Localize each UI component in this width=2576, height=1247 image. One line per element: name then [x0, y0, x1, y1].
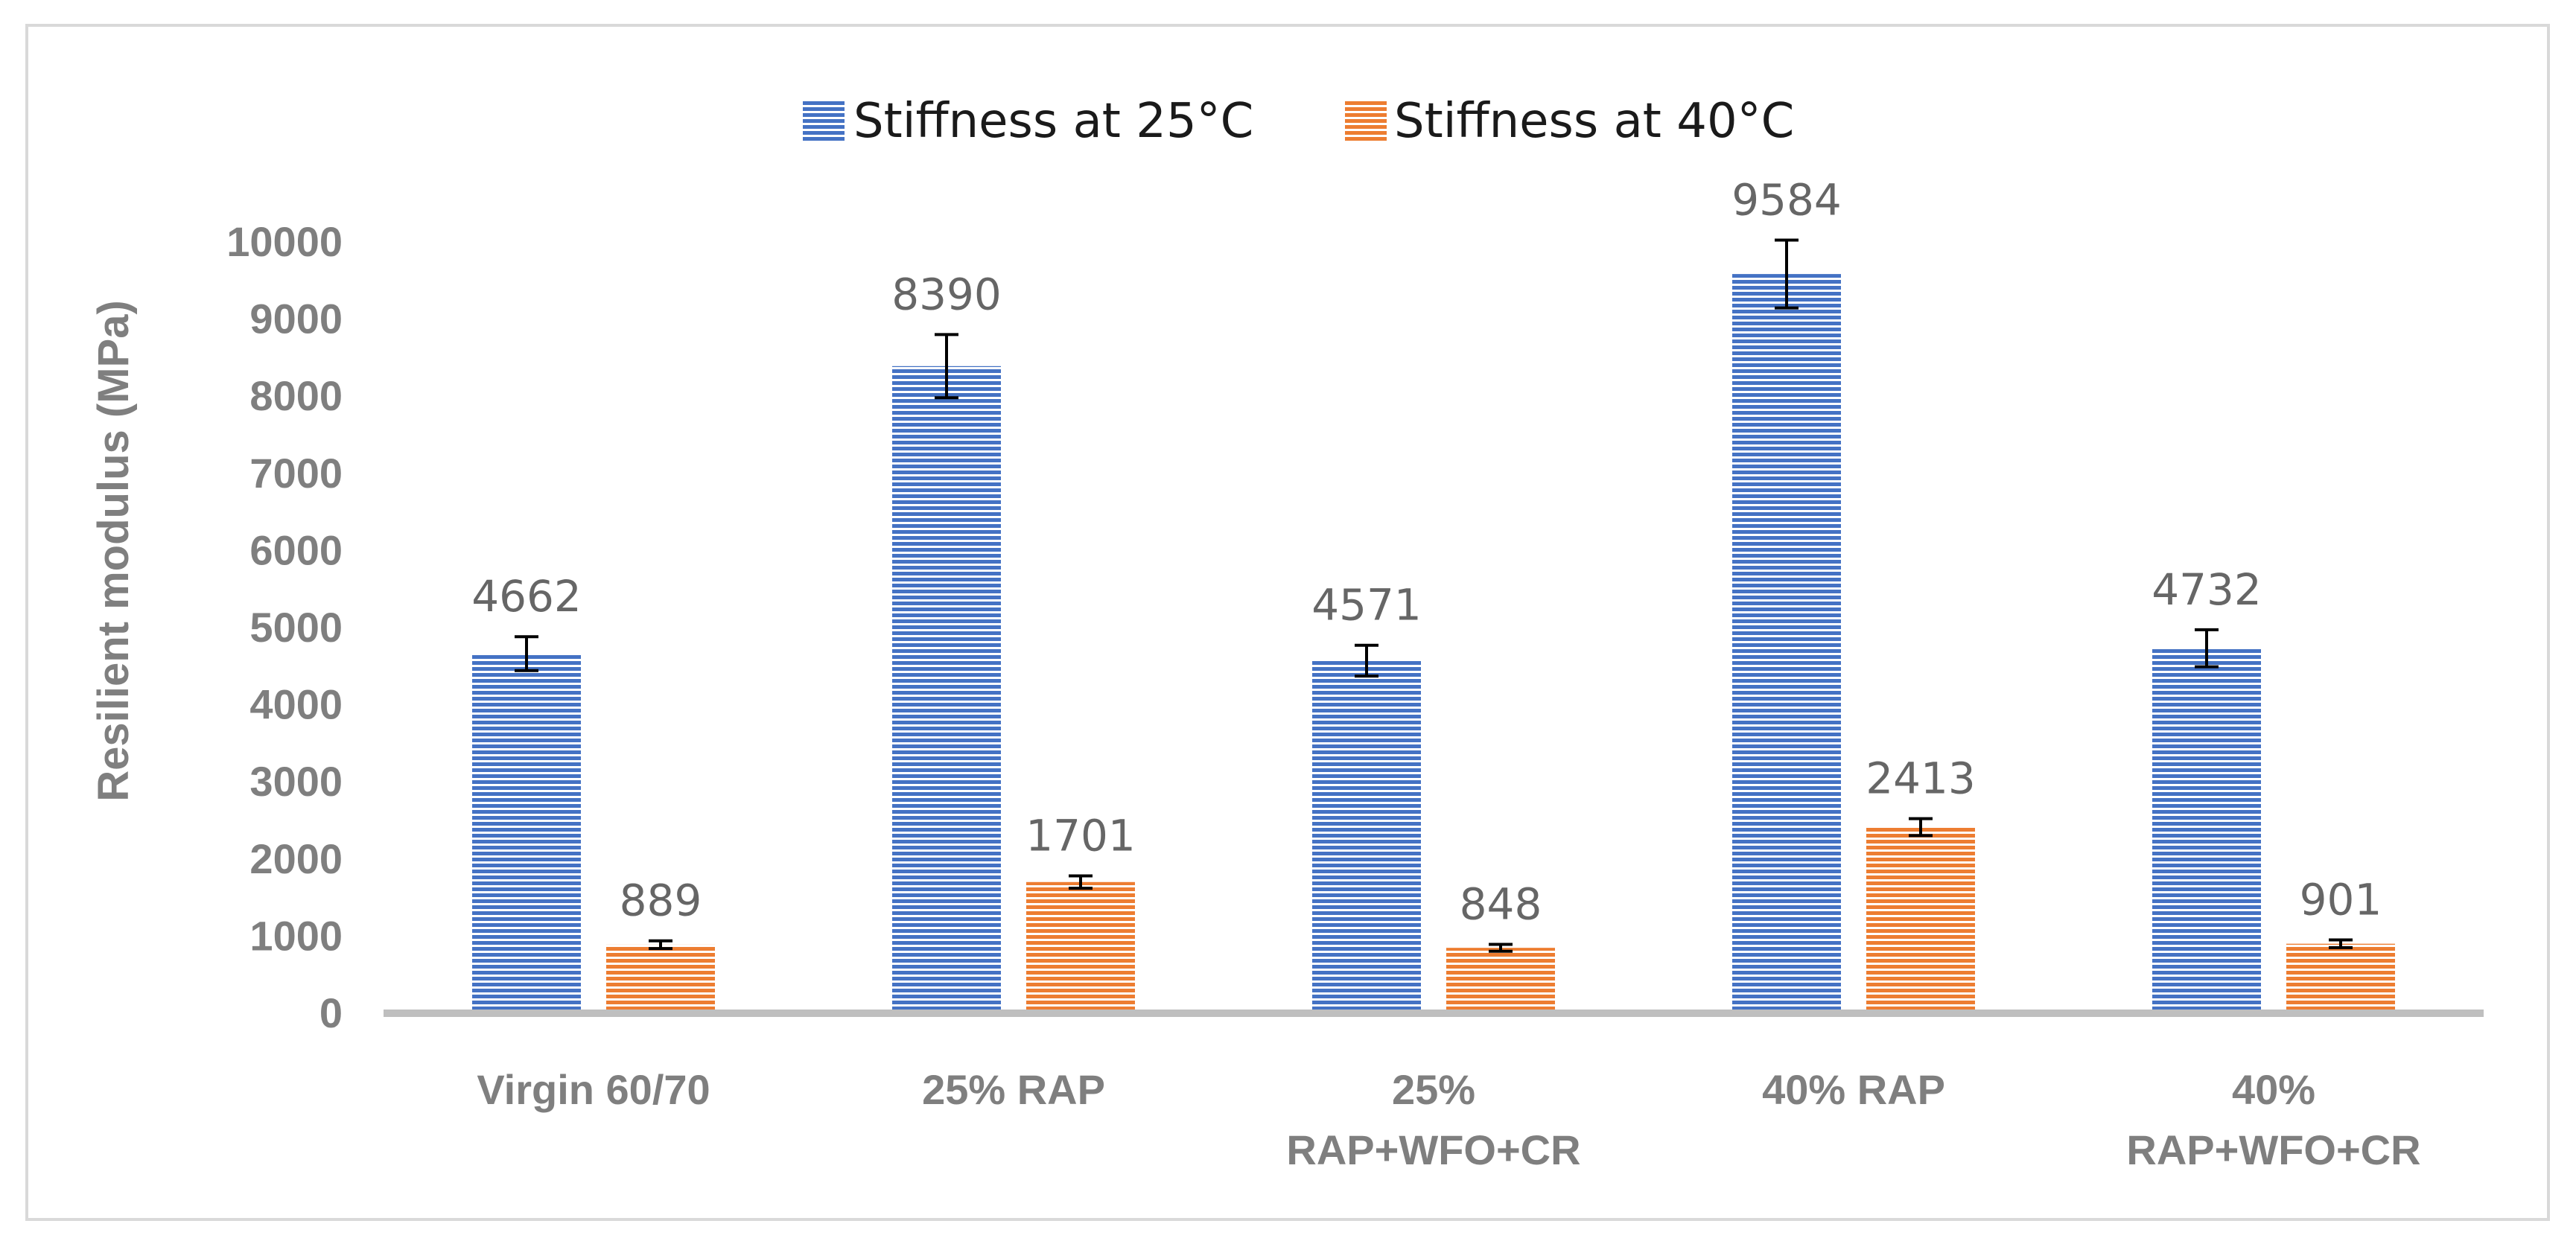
y-axis-ticks: 0 1000 2000 3000 4000 5000 6000 7000 8000 9000 100… — [226, 218, 343, 1036]
y-tick-label-9000: 9000 — [249, 296, 343, 342]
error-bar-series-1-cat-5 — [2195, 628, 2219, 669]
data-label-series-1-cat-1: 4662 — [471, 571, 582, 622]
bar-series-2-cat-5[interactable] — [2286, 943, 2395, 1013]
data-label-series-2-cat-2: 1701 — [1025, 810, 1136, 861]
category-label-5-line-1: 40% — [2232, 1066, 2315, 1113]
y-tick-label-6000: 6000 — [249, 526, 343, 573]
error-bar-series-2-cat-3 — [1489, 943, 1513, 953]
bar-series-1-cat-3[interactable] — [1312, 660, 1421, 1013]
legend-swatch-series-2 — [1345, 101, 1387, 142]
y-axis-label: Resilient modulus (MPa) — [89, 300, 138, 802]
legend-swatch-series-1 — [803, 101, 845, 142]
bar-series-2-cat-1[interactable] — [606, 944, 715, 1013]
y-tick-label-2000: 2000 — [249, 835, 343, 882]
bar-series-1-cat-5[interactable] — [2152, 648, 2261, 1013]
legend: Stiffness at 25°C Stiffness at 40°C — [803, 94, 1794, 149]
bar-series-1-cat-2[interactable] — [892, 366, 1001, 1013]
category-label-1: Virgin 60/70 — [477, 1066, 710, 1113]
y-tick-label-7000: 7000 — [249, 450, 343, 497]
bar-series-2-cat-3[interactable] — [1446, 948, 1555, 1013]
legend-label-series-2: Stiffness at 40°C — [1394, 94, 1794, 149]
bar-series-2-cat-2[interactable] — [1026, 881, 1135, 1013]
data-label-series-1-cat-3: 4571 — [1311, 580, 1422, 631]
category-label-2: 25% RAP — [922, 1066, 1105, 1113]
data-label-series-1-cat-5: 4732 — [2152, 564, 2262, 615]
y-tick-label-0: 0 — [319, 989, 343, 1036]
y-tick-label-3000: 3000 — [249, 758, 343, 805]
bars — [472, 274, 2395, 1013]
y-tick-label-10000: 10000 — [226, 218, 343, 265]
x-axis-categories: Virgin 60/70 25% RAP 25% RAP+WFO+CR 40% RAP 4… — [477, 1066, 2420, 1173]
error-bar-series-1-cat-4 — [1775, 238, 1799, 310]
error-bar-series-2-cat-2 — [1069, 874, 1093, 890]
error-bar-series-2-cat-5 — [2329, 938, 2353, 949]
legend-item-series-2[interactable]: Stiffness at 40°C — [1345, 94, 1794, 149]
error-bar-series-1-cat-2 — [935, 333, 958, 400]
data-label-series-2-cat-3: 848 — [1460, 878, 1542, 929]
category-label-5-line-2: RAP+WFO+CR — [2126, 1126, 2420, 1173]
error-bar-series-1-cat-3 — [1355, 643, 1378, 678]
category-label-3-line-1: 25% — [1392, 1066, 1475, 1113]
y-tick-label-5000: 5000 — [249, 604, 343, 651]
chart-frame — [25, 24, 2550, 1221]
category-label-4: 40% RAP — [1762, 1066, 1945, 1113]
bar-series-1-cat-1[interactable] — [472, 654, 581, 1013]
error-bar-series-2-cat-1 — [649, 939, 672, 951]
category-label-3-line-2: RAP+WFO+CR — [1286, 1126, 1580, 1173]
y-tick-label-4000: 4000 — [249, 681, 343, 728]
data-labels: 4662 889 8390 1701 4571 848 9584 2413 4732 901 — [471, 175, 2382, 930]
error-bar-series-2-cat-4 — [1909, 817, 1933, 838]
data-label-series-2-cat-1: 889 — [620, 876, 702, 926]
data-label-series-1-cat-4: 9584 — [1731, 175, 1842, 226]
legend-item-series-1[interactable]: Stiffness at 25°C — [803, 94, 1253, 149]
bar-series-1-cat-4[interactable] — [1732, 274, 1841, 1013]
data-label-series-2-cat-5: 901 — [2300, 874, 2382, 925]
data-label-series-1-cat-2: 8390 — [891, 269, 1002, 319]
bar-series-2-cat-4[interactable] — [1866, 827, 1975, 1013]
data-label-series-2-cat-4: 2413 — [1866, 753, 1976, 804]
y-tick-label-8000: 8000 — [249, 372, 343, 419]
legend-label-series-1: Stiffness at 25°C — [853, 94, 1253, 149]
error-bars — [515, 238, 2353, 953]
y-tick-label-1000: 1000 — [249, 912, 343, 959]
error-bar-series-1-cat-1 — [515, 635, 538, 672]
